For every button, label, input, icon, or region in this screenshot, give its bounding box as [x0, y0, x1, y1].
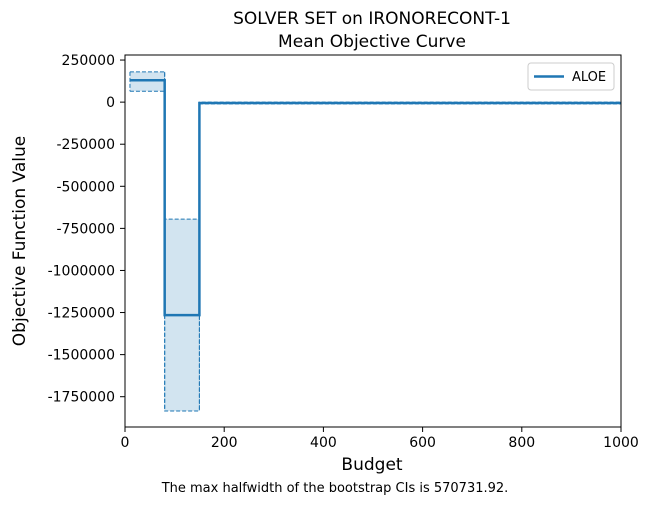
- y-tick-label: -1000000: [48, 263, 115, 279]
- y-axis-label: Objective Function Value: [10, 136, 30, 346]
- y-tick-label: -1250000: [48, 306, 115, 322]
- ci-lower-line: [129, 90, 621, 412]
- y-tick-label: 250000: [62, 53, 115, 69]
- ci-upper-line: [129, 71, 621, 220]
- x-tick-label: 0: [121, 435, 130, 451]
- axes: 0 200 400 600 800 1000 250000 0 -250000 -500000 -7…: [48, 53, 639, 451]
- plot-frame: [124, 54, 622, 428]
- y-tick-label: -1500000: [48, 348, 115, 364]
- x-tick-label: 1000: [603, 435, 639, 451]
- legend-box: [527, 62, 615, 91]
- y-tick-label: -250000: [57, 137, 116, 153]
- chart-caption: The max halfwidth of the bootstrap CIs i…: [161, 481, 509, 496]
- x-tick-label: 400: [310, 435, 337, 451]
- chart-subtitle: Mean Objective Curve: [278, 32, 466, 52]
- x-tick-label: 800: [508, 435, 535, 451]
- chart-title: SOLVER SET on IRONORECONT-1: [233, 9, 511, 29]
- x-tick-label: 200: [211, 435, 238, 451]
- x-tick-label: 600: [409, 435, 436, 451]
- y-tick-label: -750000: [57, 221, 116, 237]
- y-tick-label: -500000: [57, 179, 116, 195]
- legend: ALOE: [527, 62, 615, 91]
- y-tick-label: 0: [106, 95, 115, 111]
- series-line-layer: [129, 78, 621, 317]
- confidence-band-layer: [129, 71, 622, 412]
- series-line-aloe: [129, 78, 621, 317]
- y-tick-label: -1750000: [48, 390, 115, 406]
- ci-band-segment: [129, 71, 165, 92]
- legend-label: ALOE: [572, 70, 606, 85]
- x-axis-label: Budget: [341, 455, 402, 475]
